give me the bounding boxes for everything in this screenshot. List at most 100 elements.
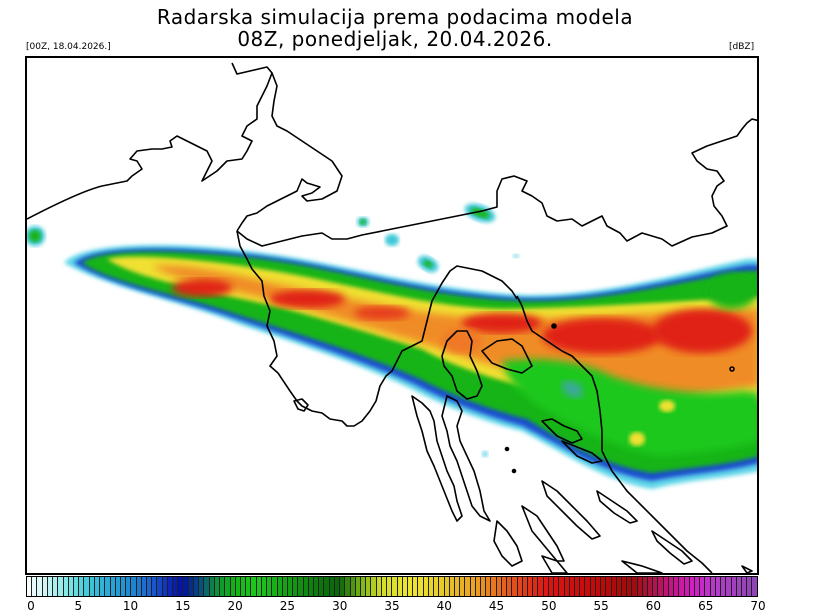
colorbar-cell — [569, 577, 575, 596]
colorbar-cell — [533, 577, 539, 596]
colorbar-cell — [303, 577, 309, 596]
colorbar-cell — [460, 577, 466, 596]
colorbar-cell — [397, 577, 403, 596]
colorbar-cell — [100, 577, 106, 596]
colorbar-cell — [152, 577, 158, 596]
colorbar-cell — [627, 577, 633, 596]
colorbar-cell — [465, 577, 471, 596]
colorbar-cell — [131, 577, 137, 596]
colorbar-cell — [120, 577, 127, 596]
radar-echoes — [27, 203, 757, 489]
colorbar-cell — [188, 577, 194, 596]
colorbar-cell — [240, 577, 247, 596]
colorbar-cell — [486, 577, 492, 596]
colorbar-cell — [293, 577, 299, 596]
colorbar-cell — [334, 577, 341, 596]
colorbar-cell — [700, 577, 706, 596]
colorbar-cell — [689, 577, 695, 596]
colorbar-cell — [601, 577, 607, 596]
colorbar-cell — [261, 577, 268, 596]
colorbar-cell — [632, 577, 638, 596]
colorbar-cell — [507, 577, 513, 596]
colorbar-cell — [637, 577, 643, 596]
colorbar-cell — [355, 577, 361, 596]
colorbar-cell — [340, 577, 346, 596]
colorbar-cell — [183, 577, 189, 596]
colorbar-cell — [387, 577, 393, 596]
colorbar-cell — [517, 577, 523, 596]
colorbar-cell — [157, 577, 163, 596]
colorbar-cell — [178, 577, 184, 596]
colorbar-cell — [522, 577, 528, 596]
colorbar-cell — [726, 577, 732, 596]
colorbar-cell — [418, 577, 424, 596]
chart-title: Radarska simulacija prema podacima model… — [156, 5, 634, 29]
colorbar-cell — [585, 577, 591, 596]
colorbar-cell — [361, 577, 367, 596]
colorbar-cell — [251, 577, 257, 596]
colorbar-cell — [736, 577, 742, 596]
model-init-time: [00Z, 18.04.2026.] — [26, 42, 111, 52]
colorbar-tick-label: 45 — [488, 599, 505, 613]
colorbar-cell — [27, 577, 33, 596]
colorbar-cell — [674, 577, 680, 596]
colorbar-cell — [204, 577, 210, 596]
colorbar-cell — [501, 577, 508, 596]
colorbar-tick-label: 5 — [74, 599, 83, 613]
colorbar-cell — [554, 577, 560, 596]
colorbar-tick-label: 10 — [122, 599, 139, 613]
colorbar-cell — [413, 577, 419, 596]
colorbar-tick-label: 25 — [279, 599, 296, 613]
colorbar-cell — [371, 577, 377, 596]
colorbar-cell — [574, 577, 581, 596]
colorbar-cell — [324, 577, 330, 596]
colorbar-cell — [439, 577, 445, 596]
colorbar-tick-label: 15 — [175, 599, 191, 613]
colorbar-cell — [230, 577, 236, 596]
colorbar-cell — [496, 577, 502, 596]
colorbar-cell — [37, 577, 43, 596]
colorbar-cell — [308, 577, 315, 596]
colorbar-cell — [595, 577, 602, 596]
colorbar-cell — [470, 577, 476, 596]
colorbar-cell — [611, 577, 617, 596]
colorbar-tick-label: 65 — [698, 599, 714, 613]
colorbar-cell — [84, 577, 90, 596]
colorbar-cell — [267, 577, 273, 596]
colorbar-cell — [94, 577, 101, 596]
colorbar-cell — [543, 577, 549, 596]
colorbar-cell — [47, 577, 54, 596]
colorbar-cell — [407, 577, 414, 596]
colorbar-cell — [653, 577, 659, 596]
colorbar-cell — [287, 577, 294, 596]
colorbar-cell — [648, 577, 654, 596]
colorbar-cell — [392, 577, 398, 596]
colorbar-cell — [350, 577, 356, 596]
colorbar-cell — [63, 577, 69, 596]
colorbar-cell — [136, 577, 142, 596]
colorbar-tick-label: 30 — [332, 599, 348, 613]
colorbar-cell — [695, 577, 701, 596]
colorbar-cell — [214, 577, 221, 596]
colorbar-cell — [658, 577, 664, 596]
colorbar-cell — [366, 577, 372, 596]
colorbar-cell — [314, 577, 320, 596]
colorbar-cell — [235, 577, 241, 596]
colorbar-cell — [491, 577, 497, 596]
colorbar-cell — [528, 577, 534, 596]
radar-map-svg — [27, 62, 757, 573]
colorbar-tick-label: 50 — [541, 599, 557, 613]
colorbar-cell — [715, 577, 722, 596]
colorbar-cell — [710, 577, 716, 596]
colorbar-cell — [548, 577, 555, 596]
colorbar-cell — [173, 577, 179, 596]
colorbar-cell — [105, 577, 111, 596]
colorbar-cell — [272, 577, 278, 596]
radar-map — [25, 56, 759, 575]
colorbar-tick-label: 55 — [593, 599, 609, 613]
colorbar-cell — [423, 577, 429, 596]
colorbar-cell — [225, 577, 231, 596]
colorbar-cell — [449, 577, 455, 596]
colorbar-cell — [42, 577, 48, 596]
colorbar-cell — [559, 577, 565, 596]
